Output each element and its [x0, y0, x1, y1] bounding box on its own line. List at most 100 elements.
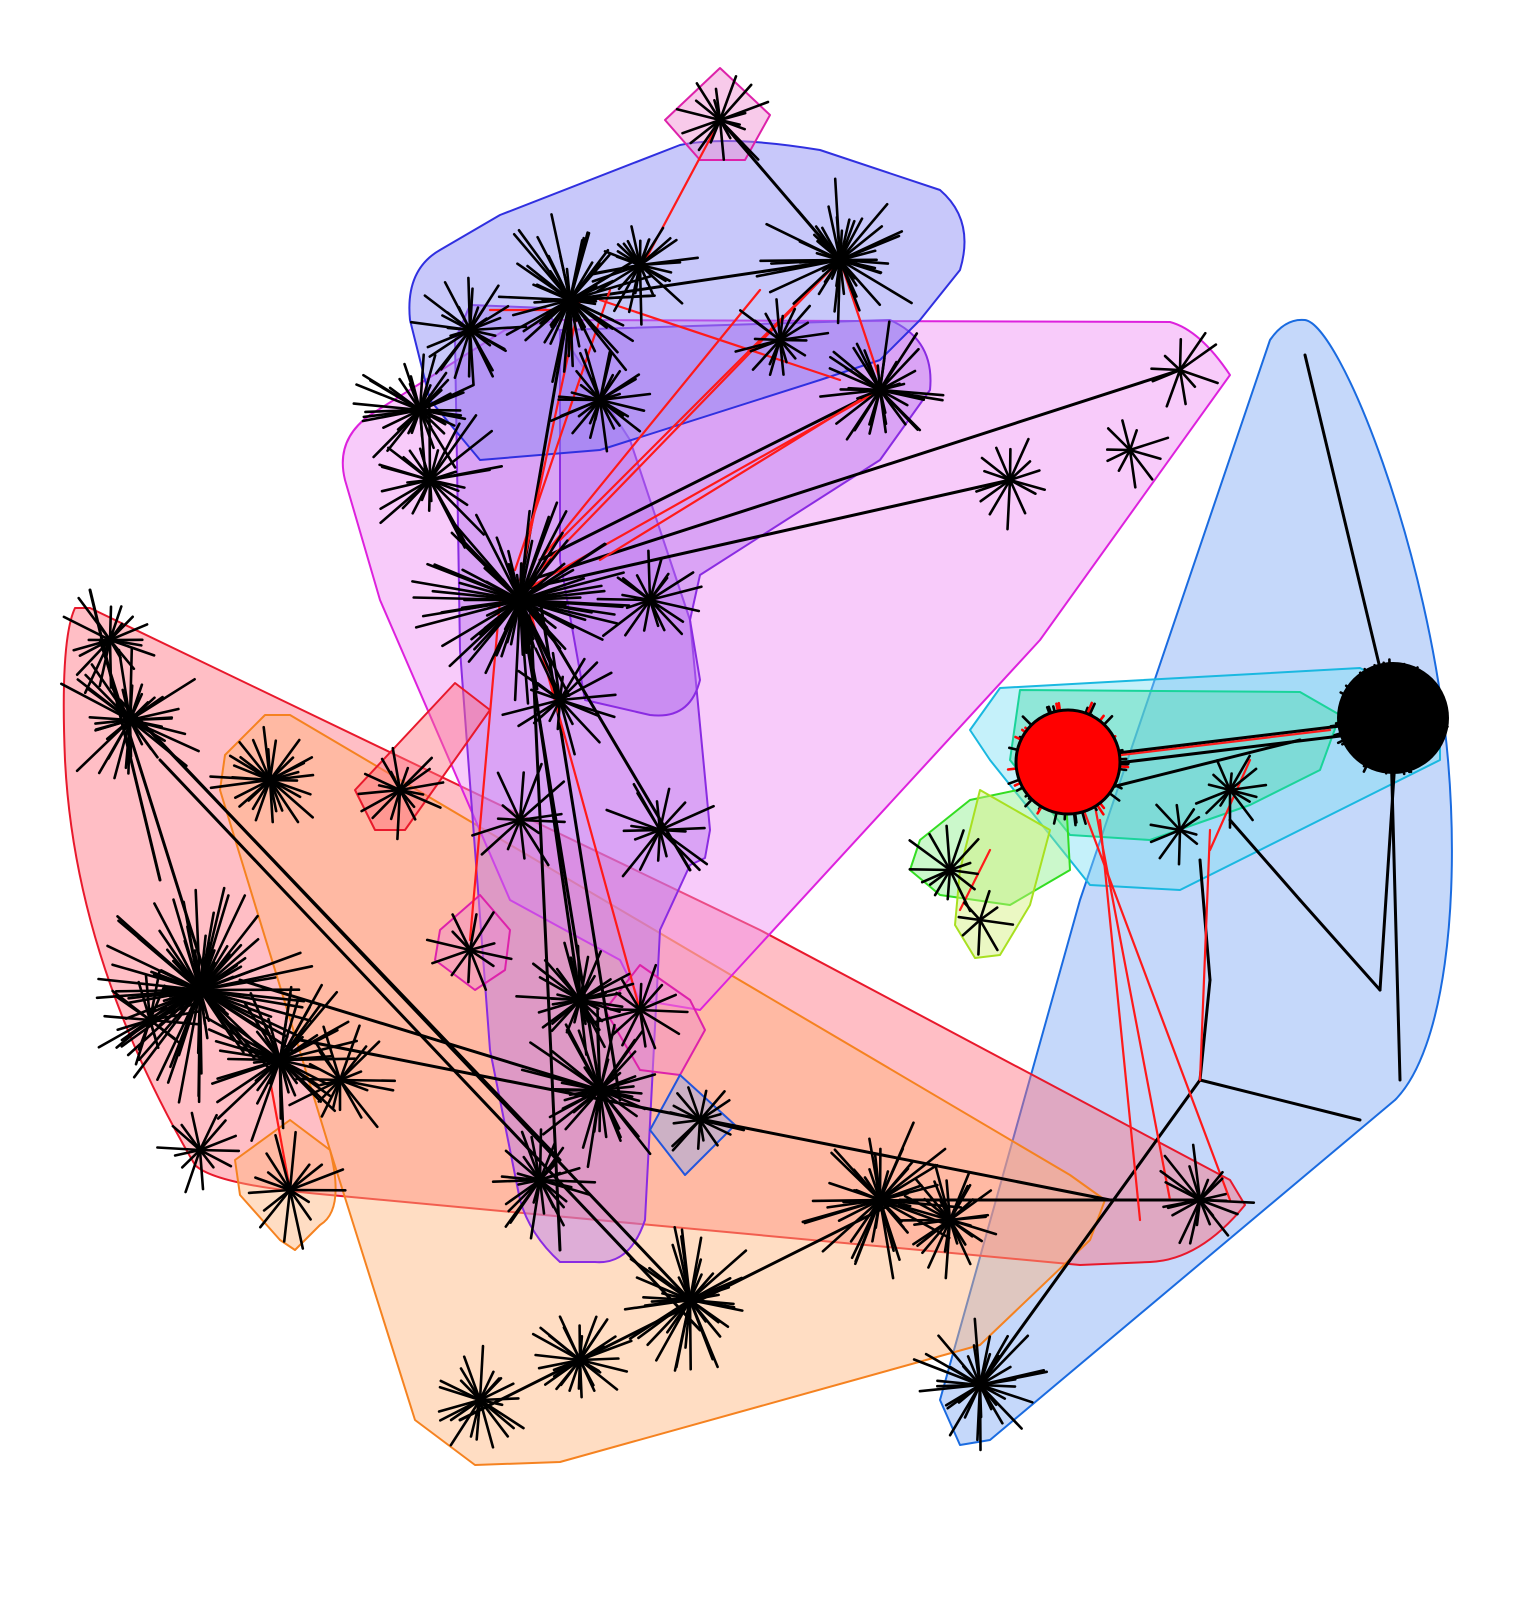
spoke-edge [1228, 767, 1258, 792]
spoke-edge [928, 832, 952, 872]
spoke-edge [598, 1088, 647, 1111]
spoke-edge [1228, 754, 1251, 792]
spoke-edge [555, 1358, 582, 1391]
spoke-edge [1106, 448, 1132, 463]
spoke-edge [718, 75, 738, 122]
spoke-edge [288, 1130, 297, 1192]
spoke-edge [638, 263, 643, 326]
spoke-edge [518, 780, 566, 822]
spoke-edge [468, 328, 492, 347]
spoke-edge [698, 1118, 732, 1136]
spoke-edge [128, 684, 134, 722]
spoke-edge [338, 1078, 363, 1119]
spoke-edge [378, 463, 432, 482]
spoke-edge [575, 369, 602, 402]
spoke-edge [190, 1111, 202, 1152]
spoke-edge [338, 1078, 395, 1092]
spoke-edge [688, 1286, 731, 1302]
spoke-edge [1128, 448, 1154, 481]
spoke-edge [878, 1198, 918, 1202]
spoke-edge [838, 249, 877, 262]
spoke-edge [718, 118, 760, 161]
spoke-edge [418, 447, 432, 482]
spoke-edge [446, 311, 472, 332]
spoke-edge [625, 598, 652, 610]
spoke-edge [638, 1008, 647, 1048]
spoke-edge [578, 972, 631, 1002]
spoke-edge [538, 1162, 558, 1182]
spoke-edge [617, 263, 642, 291]
spoke-edge [538, 1178, 597, 1184]
spoke-edge [868, 388, 882, 435]
spoke-edge [205, 1016, 282, 1062]
link [1078, 728, 1332, 762]
spoke-edge [495, 598, 522, 657]
spoke-edge [468, 913, 478, 952]
link [518, 258, 842, 592]
spoke-edge [556, 698, 562, 731]
spoke-edge [994, 446, 1012, 482]
hull-orange [219, 714, 1106, 1466]
spoke-edge [638, 1008, 689, 1014]
spoke-edge [1008, 469, 1041, 482]
spoke-edge [428, 478, 466, 543]
spoke-edge [838, 202, 889, 262]
spoke-edge [979, 478, 1012, 503]
spoke-edge [1178, 331, 1207, 372]
spoke-edge [878, 382, 901, 392]
spoke-edge [598, 398, 642, 433]
spoke-edge [835, 388, 882, 425]
spoke-edge [438, 1398, 482, 1422]
spoke-edge [1178, 828, 1199, 846]
link [558, 268, 832, 542]
spoke-edge [428, 422, 461, 482]
spoke-edge [485, 580, 522, 602]
spoke-edge [511, 298, 572, 317]
spoke-edge [268, 778, 300, 824]
spoke-edge [538, 1166, 581, 1182]
spoke-edge [578, 1329, 601, 1362]
spoke-edge [425, 938, 472, 952]
spoke-edge [977, 918, 982, 956]
link [598, 398, 862, 562]
spoke-edge [778, 338, 797, 360]
spoke-edge [821, 1198, 882, 1253]
spoke-edge [1198, 1198, 1212, 1226]
spoke-edge [912, 1358, 982, 1387]
spoke-edge [638, 1008, 657, 1050]
spoke-edge [635, 1276, 692, 1302]
spoke-edge [753, 319, 782, 342]
spoke-edge [539, 1326, 582, 1362]
spoke-edge [414, 598, 522, 629]
spoke-edge [559, 398, 602, 418]
spoke-edge [504, 1178, 542, 1206]
spoke-edge [278, 1028, 339, 1062]
spoke-edge [937, 1334, 982, 1387]
spoke-edge [698, 1113, 722, 1122]
spoke-edge [251, 738, 272, 782]
spoke-edge [658, 801, 687, 832]
spoke-edge [817, 258, 842, 296]
spoke-edge [75, 718, 132, 773]
spoke-edge [278, 1058, 297, 1097]
spoke-edge [562, 1326, 582, 1362]
spoke-edge [689, 118, 722, 145]
edge [528, 598, 562, 1252]
spoke-edge [501, 698, 562, 717]
spoke-edge [198, 988, 203, 1075]
spoke-edge [468, 325, 528, 332]
spoke-edge [658, 787, 671, 832]
spoke-edge [1150, 367, 1182, 372]
spoke-edge [1178, 368, 1187, 406]
spoke-edge [963, 901, 982, 922]
spoke-edge [180, 1148, 202, 1169]
spoke-edge [518, 539, 569, 602]
spoke-edge [282, 1188, 292, 1243]
spoke-edge [1163, 1154, 1202, 1202]
spoke-edge [120, 1018, 152, 1042]
spoke-edge [268, 778, 275, 824]
spoke-edge [518, 598, 616, 616]
hull-lime [954, 789, 1051, 959]
spoke-edge [648, 557, 663, 602]
spoke-edge [391, 746, 402, 792]
